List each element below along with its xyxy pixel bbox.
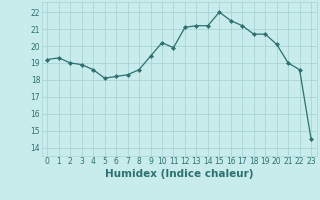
X-axis label: Humidex (Indice chaleur): Humidex (Indice chaleur) xyxy=(105,169,253,179)
